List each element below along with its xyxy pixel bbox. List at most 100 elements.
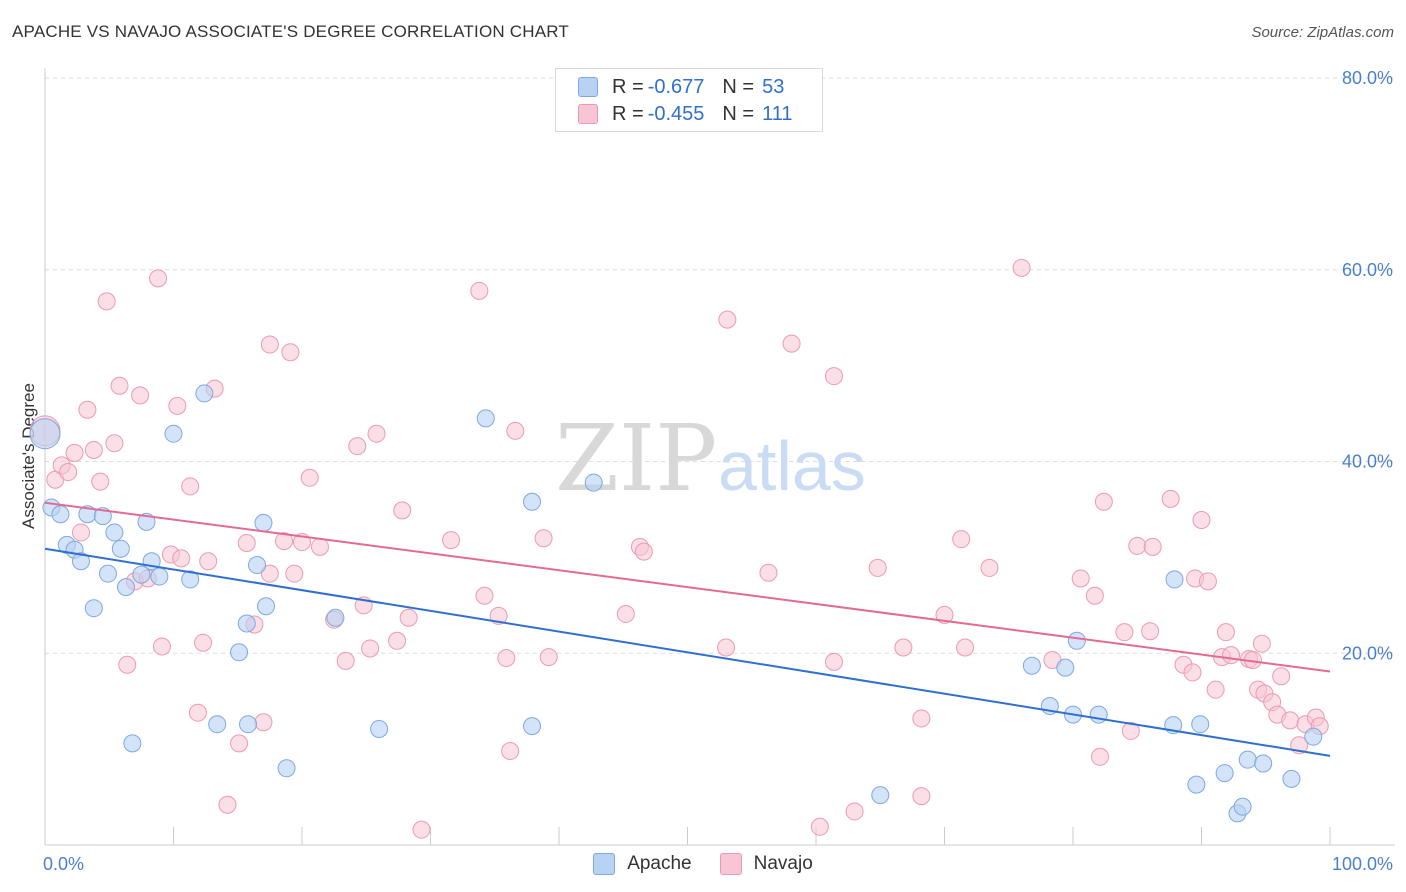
apache-legend-label: Apache: [627, 853, 692, 874]
navajo-point: [1094, 492, 1113, 511]
apache-point: [237, 614, 256, 633]
apache-series: [29, 384, 1323, 823]
apache-trend-line: [44, 547, 1331, 757]
navajo-point: [412, 820, 431, 839]
apache-point: [1233, 797, 1252, 816]
apache-point: [230, 643, 249, 662]
navajo-point: [497, 649, 516, 668]
navajo-legend-label: Navajo: [753, 853, 813, 874]
apache-point: [84, 599, 103, 618]
apache-point: [111, 539, 130, 558]
navajo-point: [824, 652, 843, 671]
navajo-point: [616, 604, 635, 623]
navajo-point: [912, 709, 931, 728]
apache-point: [105, 523, 124, 542]
r-label: R =: [612, 75, 644, 98]
navajo-point: [1252, 634, 1271, 653]
navajo-point: [118, 655, 137, 674]
apache-point: [1056, 658, 1075, 677]
apache-point: [1254, 754, 1273, 773]
y-tick-label: 60.0%: [1342, 260, 1393, 280]
navajo-point: [1085, 586, 1104, 605]
apache-point: [584, 473, 603, 492]
navajo-point: [470, 281, 489, 300]
apache-point: [248, 556, 267, 575]
navajo-point: [71, 523, 90, 542]
apache-point: [1215, 764, 1234, 783]
apache-point: [1187, 775, 1206, 794]
watermark-zip: ZIP: [555, 405, 717, 512]
navajo-point: [260, 335, 279, 354]
x-tick-label: 100.0%: [1332, 854, 1393, 874]
correlation-legend: R = -0.677 N = 53 R = -0.455 N = 111: [555, 68, 823, 132]
navajo-point: [845, 802, 864, 821]
navajo-point: [78, 400, 97, 419]
apache-point: [137, 512, 156, 531]
navajo-point: [181, 477, 200, 496]
navajo-point: [475, 586, 494, 605]
navajo-point: [759, 563, 778, 582]
navajo-point: [1012, 258, 1031, 277]
navajo-point: [1121, 721, 1140, 740]
apache-point: [93, 507, 112, 526]
y-tick-label: 80.0%: [1342, 68, 1393, 88]
apache-point: [871, 786, 890, 805]
navajo-point: [199, 552, 218, 571]
navajo-point: [131, 386, 150, 405]
navajo-point: [97, 292, 116, 311]
grid-lines: [45, 77, 1395, 654]
navajo-point: [1090, 747, 1109, 766]
apache-point: [1191, 715, 1210, 734]
apache-point: [1022, 656, 1041, 675]
navajo-swatch: [578, 104, 598, 124]
watermark-atlas: atlas: [718, 427, 866, 505]
navajo-point: [506, 421, 525, 440]
apache-point: [476, 409, 495, 428]
y-tick-label: 20.0%: [1342, 643, 1393, 663]
apache-point: [29, 418, 61, 450]
tick-labels: 20.0% 40.0% 60.0% 80.0% 0.0% 100.0%: [43, 68, 1393, 874]
apache-point: [1238, 750, 1257, 769]
navajo-point: [281, 343, 300, 362]
navajo-point: [489, 606, 508, 625]
series-legend: Apache Navajo: [0, 850, 1406, 878]
apache-point: [523, 717, 542, 736]
navajo-point: [1198, 572, 1217, 591]
navajo-point: [367, 424, 386, 443]
navajo-point: [952, 530, 971, 549]
navajo-point: [361, 639, 380, 658]
n-value: 53: [762, 75, 785, 98]
navajo-point: [442, 531, 461, 550]
navajo-point: [534, 529, 553, 548]
navajo-point: [275, 532, 294, 551]
navajo-point: [717, 638, 736, 657]
source-credit: Source: ZipAtlas.com: [1251, 24, 1394, 41]
apache-point: [195, 384, 214, 403]
navajo-point: [230, 734, 249, 753]
navajo-point: [980, 558, 999, 577]
navajo-point: [393, 501, 412, 520]
navajo-point: [810, 817, 829, 836]
apache-point: [164, 424, 183, 443]
apache-point: [208, 715, 227, 734]
legend-item-navajo[interactable]: Navajo: [719, 853, 813, 875]
navajo-point: [718, 310, 737, 329]
navajo-point: [1143, 537, 1162, 556]
n-label: N =: [722, 102, 755, 125]
navajo-point: [149, 269, 168, 288]
navajo-point: [1192, 510, 1211, 529]
navajo-point: [84, 440, 103, 459]
navajo-point: [1216, 623, 1235, 642]
axes: [44, 68, 1395, 846]
apache-point: [51, 505, 70, 524]
navajo-point: [348, 437, 367, 456]
navajo-point: [254, 713, 273, 732]
legend-item-apache[interactable]: Apache: [593, 853, 692, 875]
apache-point: [1067, 631, 1086, 650]
apache-point: [116, 578, 135, 597]
navajo-point: [912, 787, 931, 806]
navajo-point: [634, 542, 653, 561]
navajo-point: [1128, 536, 1147, 555]
apache-point: [98, 564, 117, 583]
navajo-point: [1161, 489, 1180, 508]
